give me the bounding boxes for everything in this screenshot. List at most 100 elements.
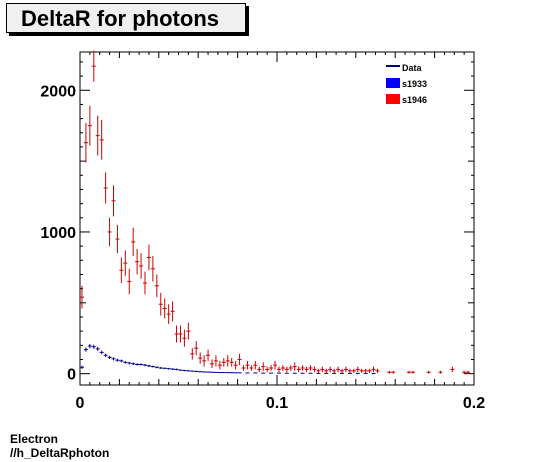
data-point (194, 370, 199, 372)
series-s1933 (79, 343, 376, 375)
data-point (426, 370, 431, 374)
data-point (351, 368, 356, 373)
data-point (245, 372, 250, 374)
data-point (312, 366, 317, 373)
legend-swatch (386, 94, 400, 104)
data-point (213, 355, 218, 367)
x-tick-label: 0.2 (463, 395, 485, 412)
data-point (170, 368, 175, 370)
data-point (221, 372, 226, 374)
chart-title: DeltaR for photons (21, 6, 219, 31)
data-point (135, 248, 140, 275)
data-point (127, 268, 132, 295)
data-point (253, 372, 258, 374)
legend-label: s1933 (402, 79, 427, 89)
data-point (265, 366, 270, 373)
legend-entry: s1933 (386, 78, 427, 89)
data-point (387, 370, 392, 374)
data-point (324, 368, 329, 373)
data-point (320, 366, 325, 373)
data-point (300, 372, 305, 374)
data-point (292, 372, 297, 374)
data-point (206, 371, 211, 373)
data-point (79, 285, 84, 309)
data-point (139, 363, 144, 366)
data-point (209, 371, 214, 373)
y-tick-label: 2000 (40, 83, 76, 100)
data-point (363, 368, 368, 373)
data-point (166, 367, 171, 370)
data-point (288, 365, 293, 371)
data-point (308, 372, 313, 374)
data-point (237, 353, 242, 366)
data-point (91, 50, 96, 82)
data-point (150, 365, 155, 368)
legend-entry: Data (386, 63, 423, 73)
data-point (375, 368, 380, 373)
data-point (143, 271, 148, 295)
data-point (257, 366, 262, 373)
data-point (178, 325, 183, 343)
data-point (237, 372, 242, 374)
data-point (225, 372, 230, 374)
title-box: DeltaR for photons (6, 3, 246, 33)
data-point (162, 298, 167, 319)
data-point (261, 372, 266, 374)
data-point (186, 370, 191, 372)
data-point (99, 350, 104, 355)
y-tick-label: 0 (67, 367, 76, 384)
data-point (209, 359, 214, 368)
data-point (91, 344, 96, 349)
data-point (107, 217, 112, 247)
data-point (111, 185, 116, 217)
series-s1946 (79, 50, 471, 374)
data-point (269, 365, 274, 371)
y-tick-label: 1000 (40, 225, 76, 242)
data-point (131, 227, 136, 257)
data-point (233, 360, 238, 370)
data-point (182, 329, 187, 347)
data-point (87, 105, 92, 146)
data-point (115, 224, 120, 254)
data-point (146, 364, 151, 368)
data-point (119, 257, 124, 283)
data-point (194, 341, 199, 356)
data-point (123, 361, 128, 364)
data-point (83, 347, 88, 352)
data-point (406, 370, 411, 374)
data-point (198, 352, 203, 364)
data-point (123, 250, 128, 276)
data-point (221, 358, 226, 367)
data-point (280, 365, 285, 371)
data-point (300, 365, 305, 371)
data-point (190, 370, 195, 372)
data-point (213, 371, 218, 373)
data-point (336, 366, 341, 373)
data-point (79, 365, 84, 369)
data-point (190, 348, 195, 360)
data-point (95, 346, 100, 351)
data-point (340, 368, 345, 373)
data-point (343, 366, 348, 373)
data-point (107, 355, 112, 359)
data-point (292, 362, 297, 371)
data-point (269, 372, 274, 374)
data-point (158, 292, 163, 316)
data-point (249, 365, 254, 371)
data-point (217, 372, 222, 374)
data-point (87, 343, 92, 349)
data-point (410, 370, 415, 374)
data-point (308, 365, 313, 371)
data-point (103, 172, 108, 204)
data-point (150, 256, 155, 282)
data-point (438, 370, 443, 374)
data-point (332, 368, 337, 373)
footer-line-1: Electron (10, 432, 59, 446)
data-point (462, 370, 467, 374)
data-point (304, 366, 309, 373)
data-point (450, 366, 455, 373)
data-point (296, 366, 301, 373)
footer-line-2: //h_DeltaRphoton (10, 446, 110, 460)
data-point (328, 366, 333, 373)
data-point (170, 301, 175, 322)
